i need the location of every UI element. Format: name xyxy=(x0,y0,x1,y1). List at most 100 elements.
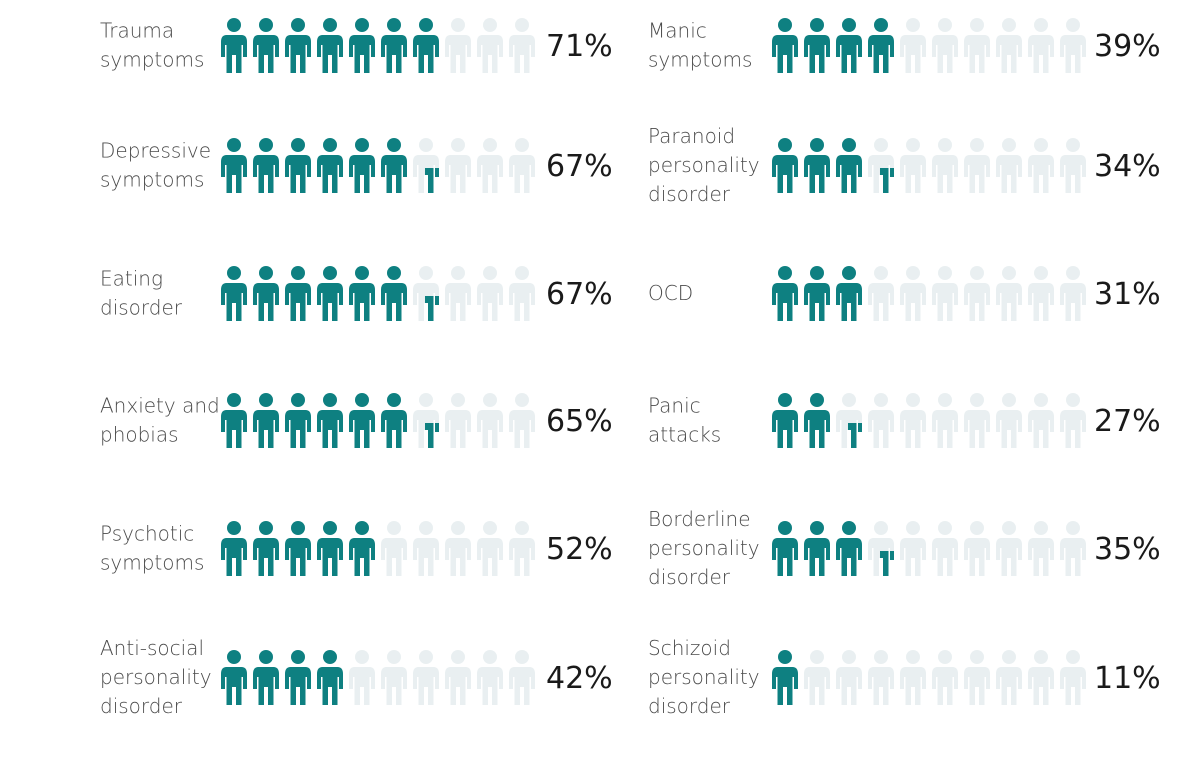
person-icon-empty xyxy=(445,18,471,73)
person-icon-filled xyxy=(221,521,247,576)
icon-row xyxy=(221,521,535,576)
person-icon-empty xyxy=(477,650,503,705)
person-icon-empty xyxy=(964,393,990,448)
row-label-line: symptoms xyxy=(100,48,204,72)
row-label-line: Depressive xyxy=(100,139,211,163)
row-label-line: Trauma xyxy=(100,19,174,43)
person-icon-empty xyxy=(996,18,1022,73)
person-icon-filled xyxy=(317,393,343,448)
row-label-line: personality xyxy=(648,153,760,177)
person-icon-filled xyxy=(317,650,343,705)
row-label: Anti-social personality disorder xyxy=(100,636,212,718)
person-icon-filled xyxy=(349,138,375,193)
person-icon-filled xyxy=(804,266,830,321)
row-label-line: Eating xyxy=(100,267,163,291)
person-icon-filled xyxy=(221,266,247,321)
person-icon-filled xyxy=(253,138,279,193)
person-icon-empty xyxy=(509,521,535,576)
person-icon-empty xyxy=(509,138,535,193)
person-icon-filled xyxy=(868,18,894,73)
person-icon-empty xyxy=(964,18,990,73)
person-icon-partial xyxy=(413,393,439,448)
person-icon-empty xyxy=(996,393,1022,448)
row-label-line: attacks xyxy=(648,423,721,447)
row-label-line: Panic xyxy=(648,394,701,418)
person-icon-empty xyxy=(1060,521,1086,576)
person-icon-filled xyxy=(836,521,862,576)
person-icon-empty xyxy=(477,138,503,193)
row-label-line: disorder xyxy=(100,296,183,320)
person-icon-empty xyxy=(1028,18,1054,73)
value-label: 35% xyxy=(1094,532,1161,567)
value-label: 71% xyxy=(546,29,613,64)
row-label-line: symptoms xyxy=(648,48,752,72)
person-icon-filled xyxy=(253,650,279,705)
person-icon-filled xyxy=(285,393,311,448)
person-icon-empty xyxy=(445,650,471,705)
person-icon-empty xyxy=(477,393,503,448)
person-icon-filled xyxy=(221,138,247,193)
person-icon-partial xyxy=(868,521,894,576)
person-icon-empty xyxy=(1028,393,1054,448)
person-icon-empty xyxy=(445,521,471,576)
person-icon-partial xyxy=(868,138,894,193)
row-label: Paranoid personality disorder xyxy=(648,124,760,206)
row-label-line: Paranoid xyxy=(648,124,735,148)
value-label: 42% xyxy=(546,661,613,696)
person-icon-filled xyxy=(381,138,407,193)
person-icon-filled xyxy=(221,650,247,705)
row-label-line: disorder xyxy=(648,565,731,589)
icon-row xyxy=(772,650,1086,705)
person-icon-empty xyxy=(932,18,958,73)
row-label: Manic symptoms xyxy=(648,19,752,72)
row-label: Psychotic symptoms xyxy=(100,522,204,575)
icon-row xyxy=(772,266,1086,321)
row-label-line: Anxiety and xyxy=(100,394,220,418)
row-label-line: personality xyxy=(648,536,760,560)
person-icon-empty xyxy=(509,650,535,705)
person-icon-empty xyxy=(1060,138,1086,193)
icon-row xyxy=(221,138,535,193)
person-icon-filled xyxy=(285,18,311,73)
row-label-line: disorder xyxy=(648,182,731,206)
row-label: Trauma symptoms xyxy=(100,19,204,72)
person-icon-filled xyxy=(285,138,311,193)
value-label: 11% xyxy=(1094,661,1161,696)
person-icon-empty xyxy=(964,650,990,705)
person-icon-filled xyxy=(253,266,279,321)
icon-row xyxy=(221,650,535,705)
person-icon-filled xyxy=(253,18,279,73)
person-icon-empty xyxy=(868,393,894,448)
person-icon-partial xyxy=(413,266,439,321)
person-icon-filled xyxy=(836,18,862,73)
row-label-line: Schizoid xyxy=(648,636,731,660)
row-label: Anxiety and phobias xyxy=(100,394,220,447)
person-icon-empty xyxy=(1060,266,1086,321)
value-label: 52% xyxy=(546,532,613,567)
value-label: 39% xyxy=(1094,29,1161,64)
person-icon-empty xyxy=(477,18,503,73)
row-label-line: personality xyxy=(648,665,760,689)
person-icon-filled xyxy=(836,266,862,321)
row-label: Schizoid personality disorder xyxy=(648,636,760,718)
person-icon-filled xyxy=(804,393,830,448)
person-icon-filled xyxy=(285,266,311,321)
value-label: 34% xyxy=(1094,149,1161,184)
person-icon-filled xyxy=(804,18,830,73)
person-icon-empty xyxy=(509,18,535,73)
person-icon-empty xyxy=(932,650,958,705)
person-icon-empty xyxy=(900,18,926,73)
row-label-line: symptoms xyxy=(100,551,204,575)
icon-row xyxy=(772,521,1086,576)
person-icon-empty xyxy=(932,393,958,448)
row-label-line: symptoms xyxy=(100,168,204,192)
person-icon-filled xyxy=(285,521,311,576)
row-label: OCD xyxy=(648,281,693,305)
person-icon-empty xyxy=(1028,138,1054,193)
value-label: 67% xyxy=(546,277,613,312)
person-icon-filled xyxy=(772,393,798,448)
row-label-line: Borderline xyxy=(648,507,751,531)
person-icon-filled xyxy=(349,393,375,448)
person-icon-empty xyxy=(1028,521,1054,576)
